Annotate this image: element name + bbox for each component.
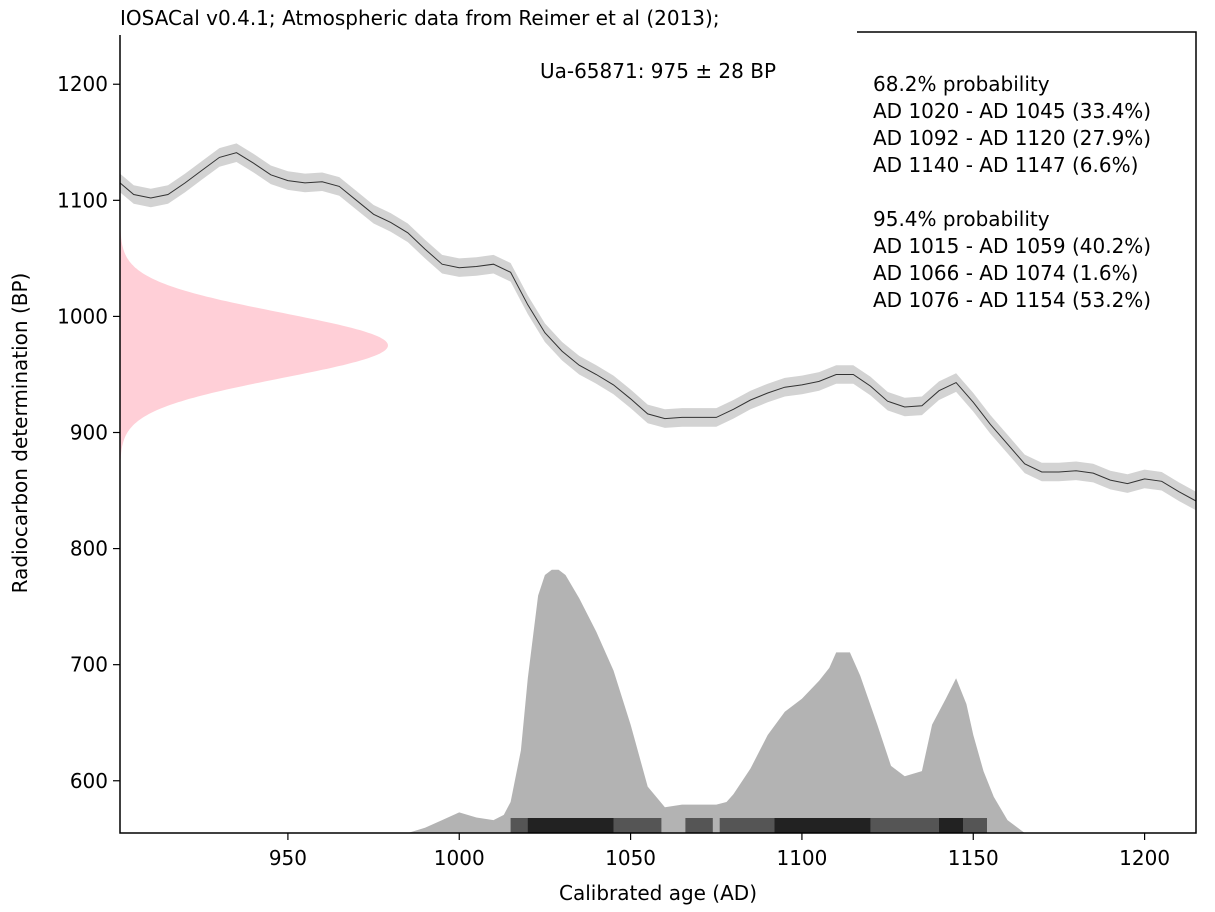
radiocarbon-date-distribution <box>120 215 388 476</box>
probability-line-3: AD 1092 - AD 1120 (27.9%) <box>873 126 1151 150</box>
y-axis-label: Radiocarbon determination (BP) <box>8 273 32 594</box>
probability-text: 68.2% probability AD 1020 - AD 1045 (33.4… <box>873 72 1151 312</box>
axes: 950 1000 1050 1100 1150 1200 600 700 800 900 1000 1… <box>57 72 1170 870</box>
probability-line-8: AD 1066 - AD 1074 (1.6%) <box>873 261 1138 285</box>
probability-line-4: AD 1140 - AD 1147 (6.6%) <box>873 153 1138 177</box>
range-68-bar-2 <box>774 818 871 833</box>
range-95-bar-2 <box>685 818 713 833</box>
probability-line-1: 68.2% probability <box>873 72 1050 96</box>
chart-title: IOSACal v0.4.1; Atmospheric data from Re… <box>120 6 720 30</box>
x-tick-label-1200: 1200 <box>1119 846 1170 870</box>
x-tick-label-1100: 1100 <box>776 846 827 870</box>
y-tick-label-1000: 1000 <box>57 304 108 328</box>
x-axis-label: Calibrated age (AD) <box>559 881 757 905</box>
y-tick-label-1200: 1200 <box>57 72 108 96</box>
x-tick-label-1000: 1000 <box>434 846 485 870</box>
probability-line-2: AD 1020 - AD 1045 (33.4%) <box>873 99 1151 123</box>
plot-area <box>120 143 1196 833</box>
calibration-curve-band <box>120 143 1196 511</box>
calibration-curve-line <box>120 152 1196 502</box>
y-tick-label-900: 900 <box>70 421 108 445</box>
y-tick-label-1100: 1100 <box>57 188 108 212</box>
range-68-bar-3 <box>939 818 963 833</box>
y-tick-label-800: 800 <box>70 537 108 561</box>
probability-line-7: AD 1015 - AD 1059 (40.2%) <box>873 234 1151 258</box>
x-tick-label-950: 950 <box>269 846 307 870</box>
probability-line-9: AD 1076 - AD 1154 (53.2%) <box>873 288 1151 312</box>
calibrated-probability-distribution <box>407 569 1025 833</box>
probability-line-6: 95.4% probability <box>873 207 1050 231</box>
x-tick-label-1050: 1050 <box>605 846 656 870</box>
sample-annotation: Ua-65871: 975 ± 28 BP <box>540 59 776 83</box>
x-tick-label-1150: 1150 <box>948 846 999 870</box>
title-frame-gap <box>119 30 857 35</box>
y-tick-label-700: 700 <box>70 653 108 677</box>
range-68-bar-1 <box>527 818 614 833</box>
y-tick-label-600: 600 <box>70 769 108 793</box>
